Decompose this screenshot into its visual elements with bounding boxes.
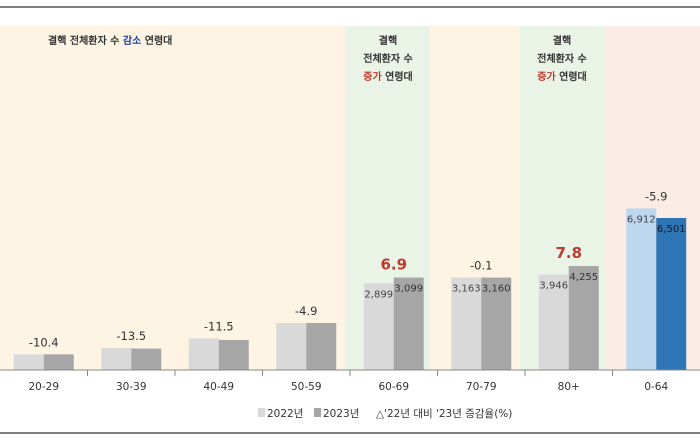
- value-label-2023-70-79: 3,160: [482, 284, 511, 295]
- note-increase-word: 증가: [537, 70, 556, 83]
- bar-2023-0-64: [656, 218, 687, 370]
- legend-label-2023: 2023년: [323, 408, 359, 420]
- change-label-70-79: -0.1: [470, 259, 492, 273]
- note-line-1: 결핵: [553, 34, 571, 47]
- value-label-2022-80+: 3,946: [539, 281, 568, 292]
- value-label-2022-60-69: 2,899: [364, 289, 393, 300]
- increase-note-60s: 결핵 전체환자 수 증가 연령대: [363, 34, 413, 83]
- tick-label-60-69: 60-69: [378, 381, 409, 393]
- x-axis-ticks: 20-29 30-39 40-49 50-59 60-69 70-79 80+ 0-64: [28, 370, 668, 393]
- bar-2023-20-29: [43, 354, 74, 370]
- bar-2022-0-64: [626, 208, 657, 370]
- value-label-2023-0-64: 6,501: [657, 224, 686, 235]
- note-decrease-word: 감소: [123, 35, 141, 47]
- bar-2023-60-69: [393, 277, 424, 370]
- bar-2022-80+: [538, 274, 569, 370]
- tick-label-0-64: 0-64: [644, 381, 668, 393]
- tick-label-50-59: 50-59: [291, 381, 322, 393]
- value-label-2023-80+: 4,255: [569, 272, 598, 283]
- note-line-3: 증가 연령대: [363, 70, 413, 83]
- increase-note-80plus: 결핵 전체환자 수 증가 연령대: [537, 34, 587, 83]
- bar-2022-70-79: [451, 277, 482, 370]
- bars-layer: [13, 208, 687, 370]
- note-line-2: 전체환자 수: [363, 52, 412, 65]
- bar-2023-80+: [568, 266, 599, 370]
- tick-label-80+: 80+: [558, 381, 580, 393]
- bar-2022-20-29: [13, 354, 44, 370]
- value-label-2023-60-69: 3,099: [394, 284, 423, 295]
- tick-label-70-79: 70-79: [466, 381, 497, 393]
- decrease-region: [0, 26, 345, 370]
- note-suffix: 연령대: [556, 70, 587, 83]
- note-line-2: 전체환자 수: [537, 52, 586, 65]
- legend-swatch-2023: [314, 408, 321, 417]
- bar-2023-70-79: [481, 277, 512, 370]
- legend-swatch-2022: [258, 408, 265, 417]
- value-label-2022-70-79: 3,163: [452, 284, 481, 295]
- change-label-0-64: -5.9: [645, 189, 667, 203]
- change-label-30-39: -13.5: [116, 329, 146, 343]
- change-label-40-49: -11.5: [204, 319, 234, 333]
- tick-label-30-39: 30-39: [116, 381, 147, 393]
- tick-label-40-49: 40-49: [203, 381, 234, 393]
- note-prefix: 결핵 전체환자 수: [48, 34, 123, 47]
- bar-2022-50-59: [276, 322, 307, 370]
- note-line-3: 증가 연령대: [537, 70, 587, 83]
- change-label-60-69: 6.9: [380, 256, 407, 274]
- bar-2022-30-39: [101, 347, 132, 370]
- legend-label-change: △'22년 대비 '23년 증감율(%): [376, 408, 512, 420]
- bar-2023-30-39: [131, 348, 162, 370]
- legend: 2022년 2023년 △'22년 대비 '23년 증감율(%): [258, 408, 512, 420]
- value-label-2022-0-64: 6,912: [627, 214, 656, 225]
- change-label-50-59: -4.9: [295, 304, 317, 318]
- note-suffix: 연령대: [141, 34, 172, 47]
- note-suffix: 연령대: [382, 70, 413, 83]
- decrease-region-note: 결핵 전체환자 수 감소 연령대: [48, 34, 172, 47]
- bar-2022-60-69: [363, 283, 394, 370]
- change-label-20-29: -10.4: [29, 335, 59, 349]
- note-line-1: 결핵: [379, 34, 397, 47]
- bar-2023-40-49: [218, 339, 249, 370]
- note-increase-word: 증가: [363, 70, 382, 83]
- tick-label-20-29: 20-29: [28, 381, 59, 393]
- legend-label-2022: 2022년: [267, 408, 303, 420]
- bar-2022-40-49: [188, 338, 219, 370]
- bar-2023-50-59: [306, 322, 337, 370]
- change-label-80+: 7.8: [555, 244, 582, 262]
